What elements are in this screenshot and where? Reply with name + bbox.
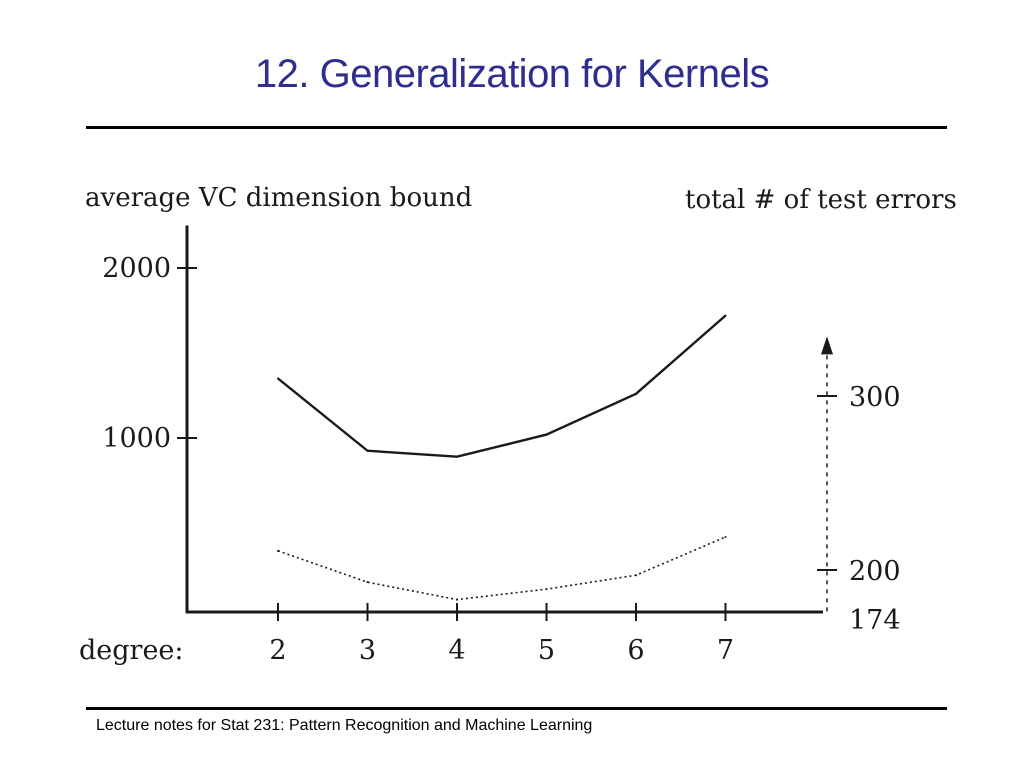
slide-title: 12. Generalization for Kernels xyxy=(254,52,770,96)
x-tick-label: 2 xyxy=(269,635,286,666)
left-axis-label: average VC dimension bound xyxy=(85,183,472,213)
chart-axes xyxy=(185,225,833,614)
right-tick-label: 174 xyxy=(849,605,901,636)
right-axis-arrowhead xyxy=(821,336,833,355)
test-errors-point xyxy=(277,549,279,552)
right-tick-label: 300 xyxy=(849,382,901,413)
slide-footer: Lecture notes for Stat 231: Pattern Reco… xyxy=(96,717,593,734)
footer-rule xyxy=(86,707,947,710)
test-errors-point xyxy=(545,588,548,591)
left-tick-label: 2000 xyxy=(102,253,171,284)
title-rule xyxy=(86,126,947,129)
chart-svg: average VC dimension bound total # of te… xyxy=(79,183,957,666)
test-errors-point xyxy=(456,598,458,601)
vc-bound-point xyxy=(277,377,279,380)
vc-bound-point xyxy=(635,392,637,395)
x-axis-label: degree: xyxy=(79,635,184,666)
x-tick-label: 3 xyxy=(359,635,376,666)
x-tick-label: 7 xyxy=(717,635,734,666)
chart-figure: average VC dimension bound total # of te… xyxy=(55,160,1024,708)
vc-bound-line xyxy=(277,314,727,458)
test-errors-point xyxy=(366,581,369,584)
vc-bound-point xyxy=(724,314,727,317)
x-tick-label: 5 xyxy=(538,635,555,666)
x-tick-label: 6 xyxy=(627,635,644,666)
right-tick-label: 200 xyxy=(849,556,901,587)
test-errors-point xyxy=(635,574,637,577)
vc-bound-point xyxy=(545,433,548,436)
test-errors-line xyxy=(277,536,726,601)
x-tick-label: 4 xyxy=(448,635,465,666)
test-errors-point xyxy=(724,535,727,538)
vc-bound-point xyxy=(366,449,369,452)
right-axis-label: total # of test errors xyxy=(685,185,957,215)
left-tick-label: 1000 xyxy=(102,423,171,454)
vc-bound-point xyxy=(456,455,458,458)
